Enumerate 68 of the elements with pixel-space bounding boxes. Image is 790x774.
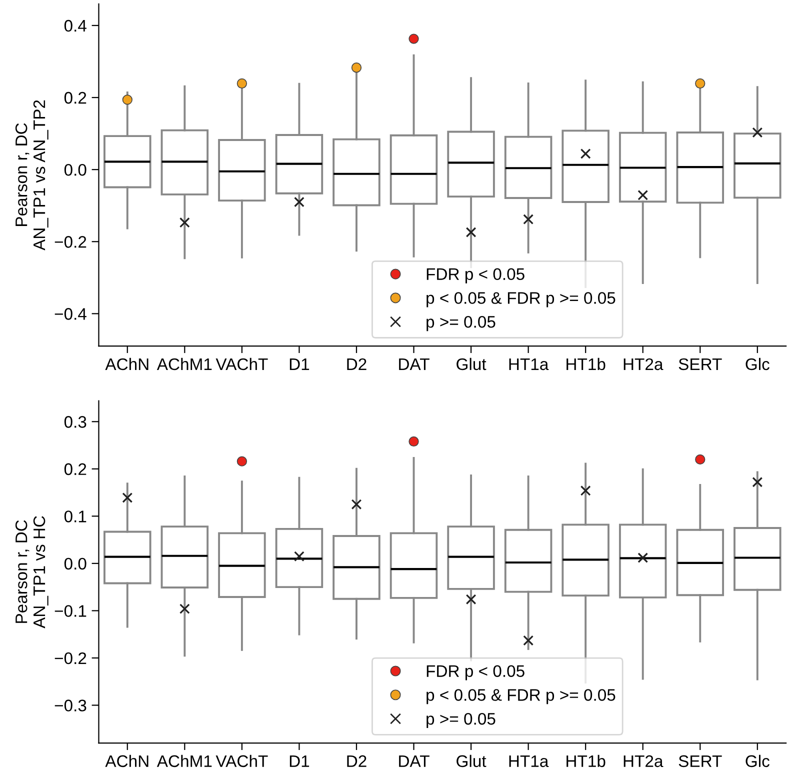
x-tick-label: HT1b	[566, 358, 606, 370]
point	[351, 62, 362, 73]
legend-label: p < 0.05 & FDR p >= 0.05	[426, 292, 616, 308]
y-tick-label: 0.1	[64, 510, 86, 522]
y-axis-title: Pearson r, DC AN_TP1 vs AN_TP2	[15, 100, 48, 250]
legend-label: FDR p < 0.05	[426, 665, 524, 680]
x-tick-label: DAT	[399, 358, 430, 370]
point	[580, 148, 591, 159]
x-tick-label: Glc	[746, 358, 770, 370]
y-tick-label: 0.3	[64, 416, 86, 428]
x-tick-label: AChM1	[156, 754, 212, 768]
x-tick-label: AChN	[105, 754, 148, 768]
y-tick-label: 0.0	[64, 164, 86, 176]
x-tick-label: VAChT	[216, 754, 268, 768]
x-tick-label: Glut	[456, 754, 486, 768]
x-tick-label: HT1a	[509, 755, 549, 768]
point	[351, 499, 362, 510]
x-tick-label: HT1b	[566, 754, 606, 768]
point	[179, 217, 190, 228]
legend-label: p >= 0.05	[426, 316, 496, 332]
x-tick-label: D2	[347, 358, 366, 370]
y-tick-label: −0.2	[54, 236, 86, 248]
point	[294, 551, 304, 562]
point	[236, 456, 248, 466]
y-tick-label: −0.4	[54, 308, 86, 320]
point	[294, 196, 304, 208]
point	[580, 485, 591, 496]
y-tick-label: −0.2	[54, 652, 86, 664]
point	[523, 214, 534, 225]
y-tick-label: 0.2	[64, 92, 86, 104]
point	[466, 227, 476, 238]
x-tick-label: HT2a	[624, 755, 664, 768]
point	[752, 476, 763, 488]
legend-label: FDR p < 0.05	[426, 268, 524, 284]
x-tick-label: DAT	[399, 755, 430, 767]
x-tick-label: D1	[290, 755, 310, 767]
x-tick-label: Glut	[456, 358, 486, 370]
point	[408, 436, 419, 447]
x-tick-label: HT2a	[624, 358, 664, 370]
x-tick-label: SERT	[678, 358, 722, 370]
x-tick-label: Glc	[746, 754, 770, 768]
x-tick-label: D2	[347, 755, 366, 767]
legend-label: p < 0.05 & FDR p >= 0.05	[426, 689, 616, 704]
y-tick-label: −0.1	[54, 605, 86, 617]
x-tick-label: VAChT	[216, 358, 268, 370]
point	[638, 552, 648, 563]
y-tick-label: 0.2	[64, 463, 86, 476]
x-tick-label: SERT	[678, 755, 722, 768]
y-tick-label: −0.3	[54, 700, 86, 712]
y-tick-label: 0.4	[64, 20, 86, 32]
point	[122, 94, 132, 105]
point	[236, 78, 248, 89]
point	[695, 78, 706, 89]
legend-label: p >= 0.05	[426, 712, 496, 728]
x-tick-label: AChN	[105, 358, 148, 370]
point	[466, 594, 476, 605]
point	[408, 34, 419, 44]
x-tick-label: AChM1	[156, 358, 212, 370]
point	[122, 492, 133, 503]
y-axis-title: Pearson r, DC AN_TP1 vs HC	[15, 516, 48, 628]
x-tick-label: HT1a	[509, 358, 549, 370]
x-tick-label: D1	[290, 358, 310, 370]
point	[752, 127, 763, 138]
point	[695, 454, 706, 465]
y-tick-label: 0.0	[64, 558, 86, 570]
point	[523, 635, 534, 646]
point	[638, 190, 648, 200]
point	[179, 604, 190, 614]
